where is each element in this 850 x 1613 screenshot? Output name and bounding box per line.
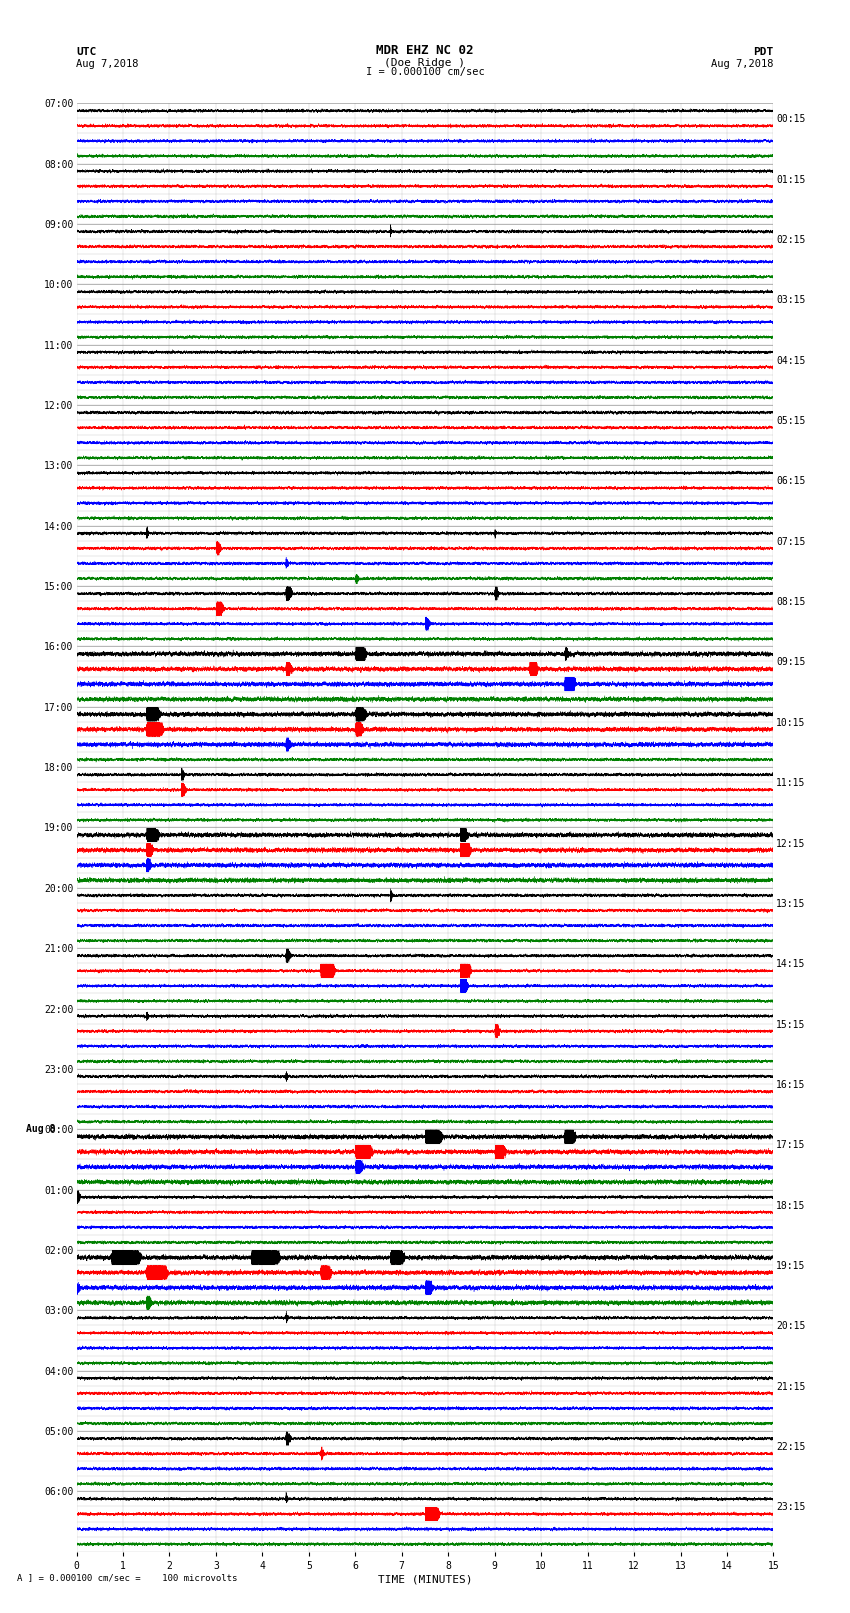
Text: A ] = 0.000100 cm/sec =    100 microvolts: A ] = 0.000100 cm/sec = 100 microvolts xyxy=(17,1573,237,1582)
Text: PDT: PDT xyxy=(753,47,774,58)
Text: Aug 7,2018: Aug 7,2018 xyxy=(711,60,774,69)
Text: UTC: UTC xyxy=(76,47,97,58)
Text: Aug 8: Aug 8 xyxy=(26,1124,55,1134)
Text: I = 0.000100 cm/sec: I = 0.000100 cm/sec xyxy=(366,68,484,77)
X-axis label: TIME (MINUTES): TIME (MINUTES) xyxy=(377,1574,473,1586)
Text: MDR EHZ NC 02: MDR EHZ NC 02 xyxy=(377,44,473,58)
Text: Aug 7,2018: Aug 7,2018 xyxy=(76,60,139,69)
Text: (Doe Ridge ): (Doe Ridge ) xyxy=(384,58,466,68)
